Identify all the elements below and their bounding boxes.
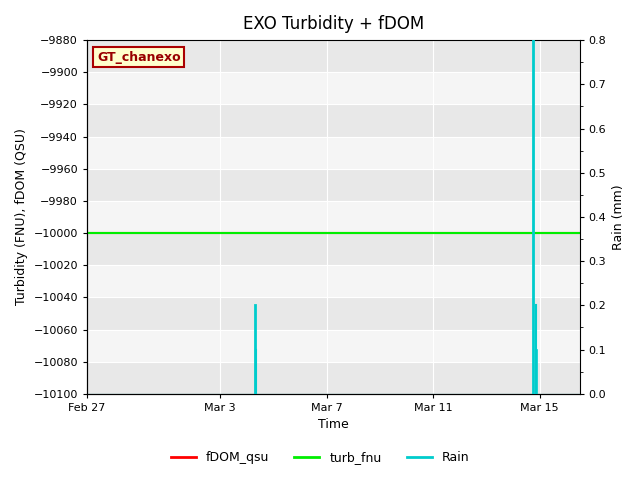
Bar xyxy=(87,329,580,361)
Bar xyxy=(87,265,580,297)
X-axis label: Time: Time xyxy=(318,419,349,432)
Bar xyxy=(87,169,580,201)
Title: EXO Turbidity + fDOM: EXO Turbidity + fDOM xyxy=(243,15,424,33)
Bar xyxy=(87,361,580,394)
Bar xyxy=(87,201,580,233)
Bar xyxy=(87,105,580,137)
Y-axis label: Rain (mm): Rain (mm) xyxy=(612,184,625,250)
Bar xyxy=(87,297,580,329)
Legend: fDOM_qsu, turb_fnu, Rain: fDOM_qsu, turb_fnu, Rain xyxy=(166,446,474,469)
Bar xyxy=(87,40,580,72)
Y-axis label: Turbidity (FNU), fDOM (QSU): Turbidity (FNU), fDOM (QSU) xyxy=(15,129,28,305)
Bar xyxy=(87,72,580,105)
Bar xyxy=(87,233,580,265)
Bar xyxy=(87,137,580,169)
Text: GT_chanexo: GT_chanexo xyxy=(97,51,180,64)
